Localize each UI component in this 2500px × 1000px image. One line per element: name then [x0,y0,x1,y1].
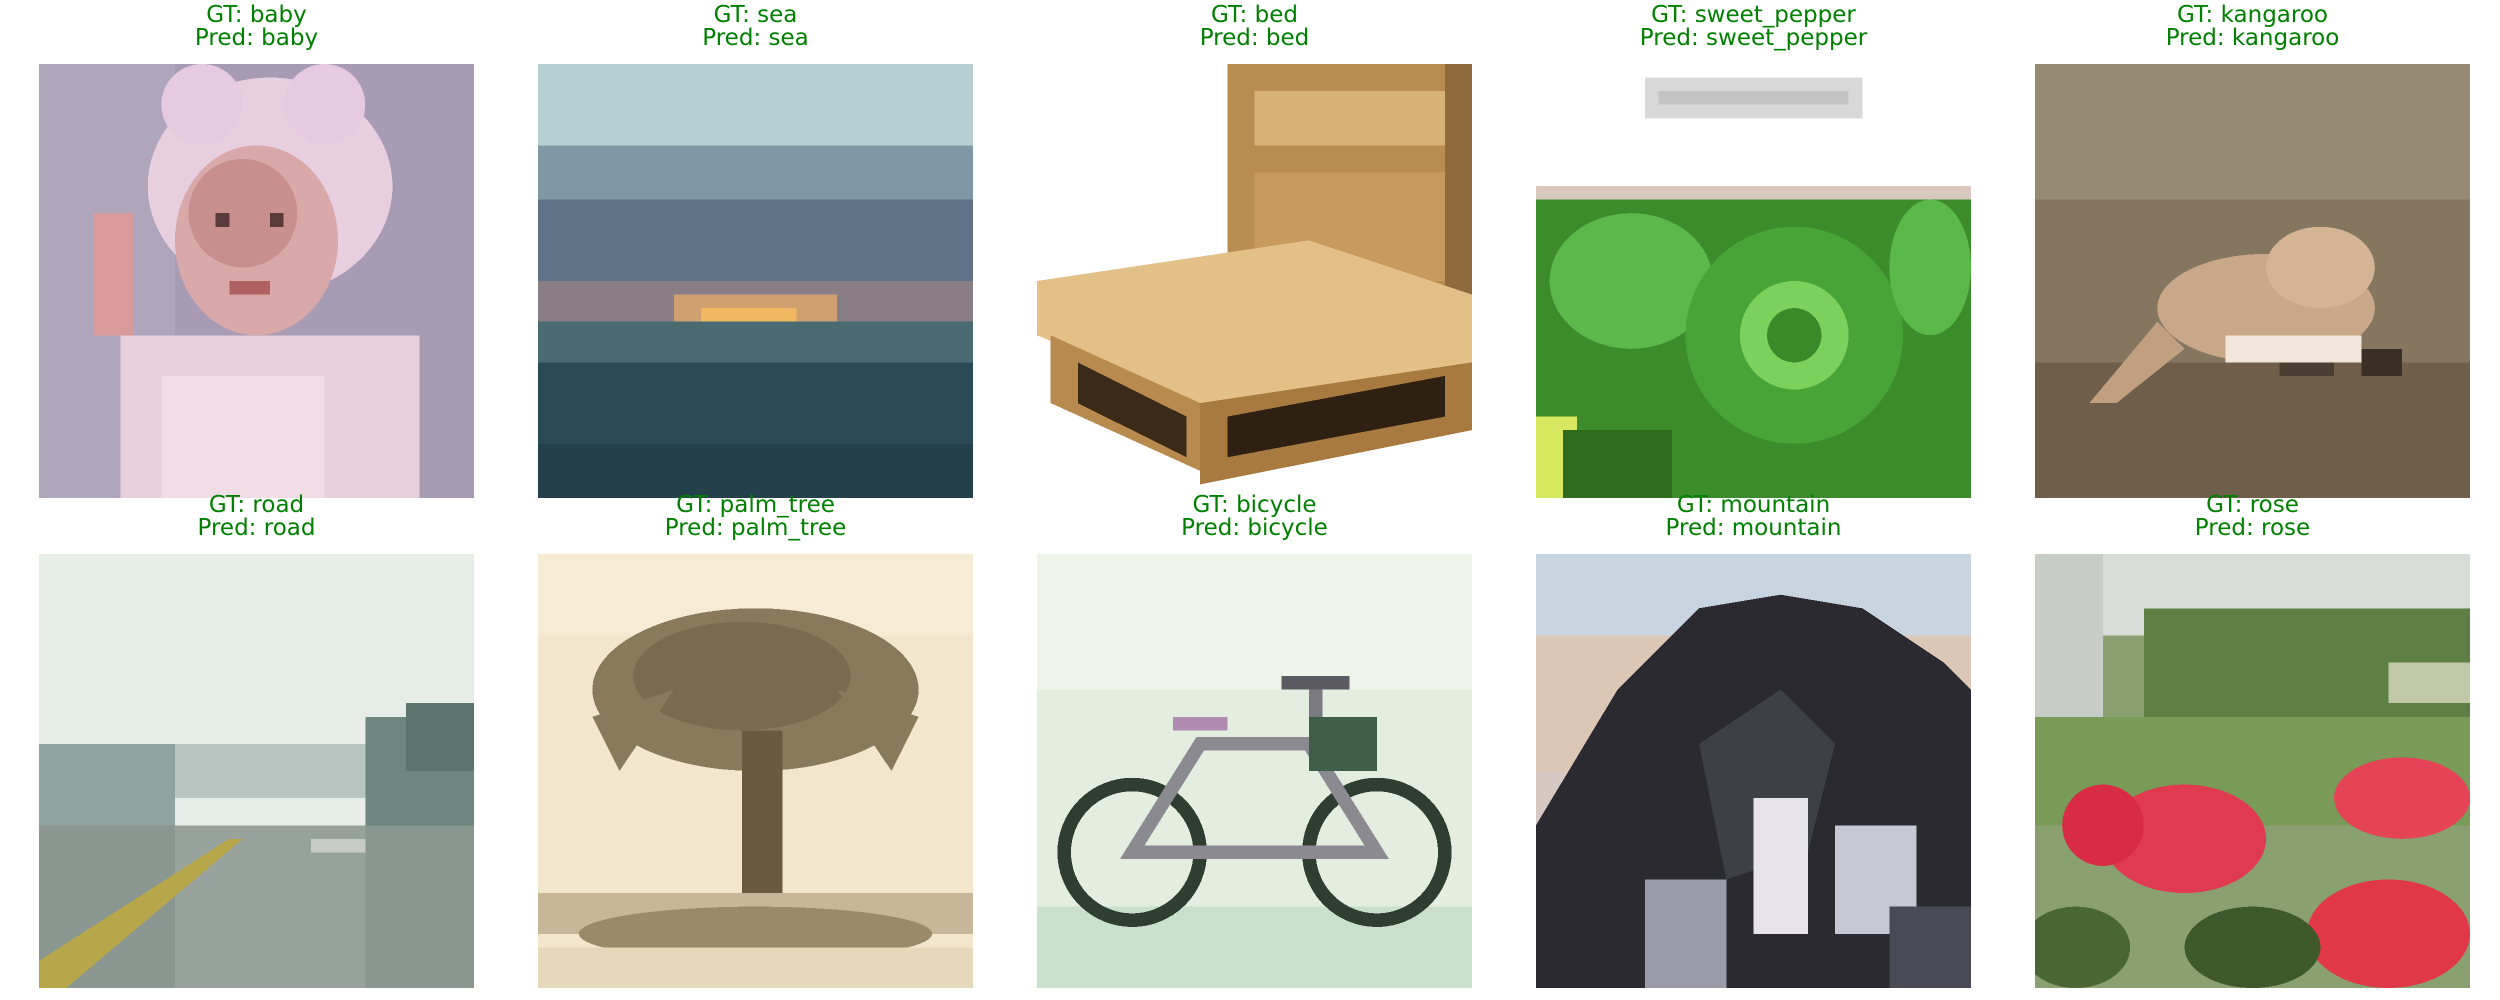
ground-truth-label: GT: rose [2206,492,2299,518]
prediction-label: Pred: rose [2194,515,2311,541]
ground-truth-label: GT: road [208,492,305,518]
sample-image-sweet-pepper [1536,64,1971,498]
sample-image-sea [538,64,973,498]
ground-truth-label: GT: palm_tree [676,492,835,518]
ground-truth-label: GT: bicycle [1192,492,1317,518]
ground-truth-label: GT: kangaroo [2177,2,2328,28]
sample-image-kangaroo [2035,64,2470,498]
prediction-label: Pred: mountain [1665,515,1842,541]
prediction-label: Pred: palm_tree [664,515,847,541]
sample-image-bicycle [1037,554,1472,988]
sample-image-bed [1037,64,1472,498]
prediction-label: Pred: road [197,515,316,541]
prediction-label: Pred: sweet_pepper [1639,25,1868,51]
sample-image-palm-tree [538,554,973,988]
prediction-label: Pred: kangaroo [2165,25,2340,51]
sample-image-road [39,554,474,988]
sample-image-baby [39,64,474,498]
ground-truth-label: GT: mountain [1676,492,1831,518]
sample-image-rose [2035,554,2470,988]
prediction-label: Pred: sea [702,25,809,51]
prediction-label: Pred: bicycle [1181,515,1328,541]
ground-truth-label: GT: sweet_pepper [1651,2,1856,28]
ground-truth-label: GT: baby [206,2,307,28]
prediction-label: Pred: baby [194,25,319,51]
sample-image-mountain [1536,554,1971,988]
ground-truth-label: GT: bed [1211,2,1298,28]
prediction-label: Pred: bed [1199,25,1310,51]
ground-truth-label: GT: sea [713,2,798,28]
